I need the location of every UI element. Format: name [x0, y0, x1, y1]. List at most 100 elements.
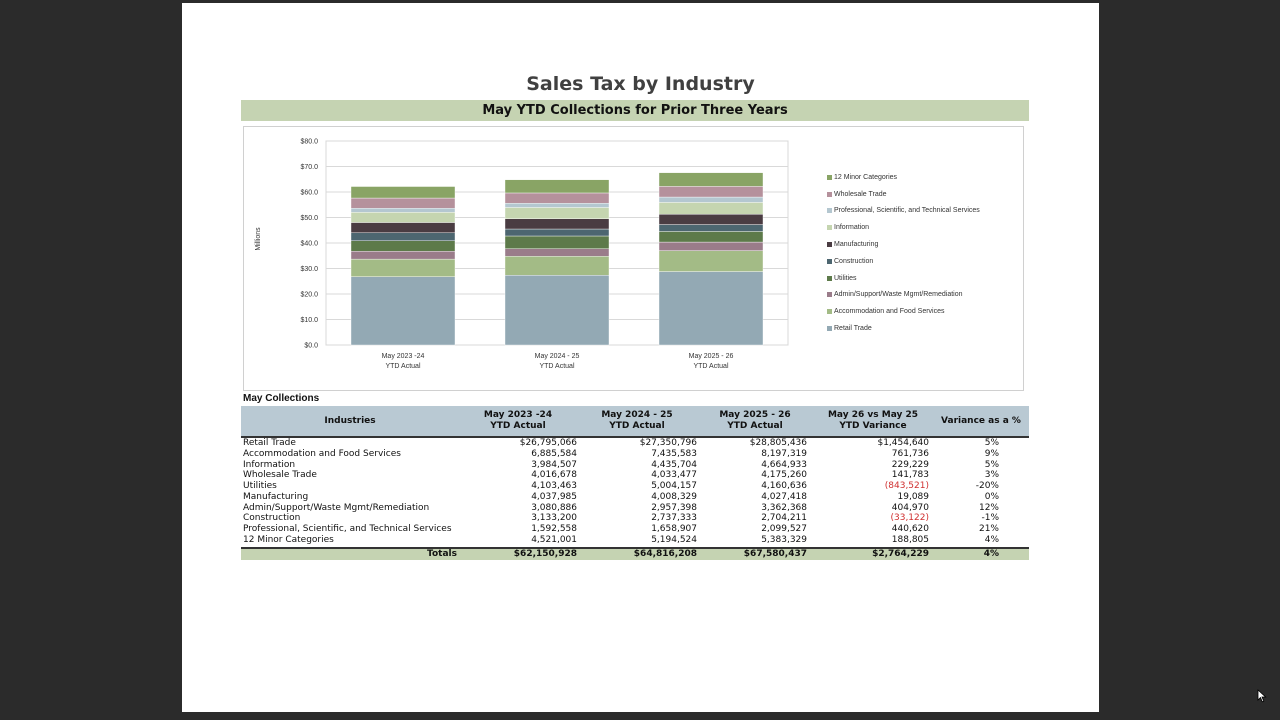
bar-segment — [350, 208, 456, 213]
row-v1: 6,885,584 — [531, 448, 577, 459]
row-pct: -1% — [981, 513, 999, 524]
totals-v3: $67,580,437 — [743, 549, 807, 559]
legend-label: Professional, Scientific, and Technical … — [834, 207, 980, 215]
bar-segment — [350, 232, 456, 241]
bar-segment — [658, 172, 764, 187]
row-industry: Utilities — [243, 481, 277, 491]
bar-segment — [504, 248, 610, 257]
row-v1: 4,521,001 — [531, 534, 577, 545]
row-variance: 229,229 — [891, 459, 929, 470]
row-industry: Admin/Support/Waste Mgmt/Remediation — [243, 502, 430, 513]
row-v2: 2,957,398 — [651, 502, 697, 513]
legend-item: Professional, Scientific, and Technical … — [827, 203, 980, 220]
legend-label: Admin/Support/Waste Mgmt/Remediation — [834, 291, 963, 299]
header-col5: Variance as a % — [941, 415, 1021, 426]
legend-item: Utilities — [827, 270, 980, 287]
row-pct: 5% — [984, 438, 999, 448]
row-v3: 8,197,319 — [761, 448, 807, 459]
bar-segment — [658, 196, 764, 203]
y-axis-label: Millions — [255, 227, 262, 251]
legend-item: Retail Trade — [827, 320, 980, 337]
row-variance: 188,805 — [891, 534, 929, 545]
row-v2: 4,435,704 — [651, 459, 697, 470]
chart-subtitle-banner: May YTD Collections for Prior Three Year… — [241, 100, 1029, 121]
row-pct: -20% — [975, 481, 999, 491]
table-row: Construction 3,133,200 2,737,333 2,704,211 (… — [241, 513, 1029, 524]
row-v1: 3,080,886 — [531, 502, 577, 513]
row-variance: $1,454,640 — [877, 438, 929, 448]
row-variance: 141,783 — [891, 470, 929, 481]
row-v1: 4,103,463 — [531, 481, 577, 491]
header-col3: May 2025 - 26 YTD Actual — [697, 406, 813, 436]
row-v2: 1,658,907 — [651, 524, 697, 534]
header-col1-line1: May 2023 -24 — [483, 410, 553, 420]
y-tick-label: $40.0 — [300, 241, 318, 248]
totals-pct: 4% — [983, 549, 999, 559]
row-v3: 2,099,527 — [761, 524, 807, 534]
bar-segment — [504, 256, 610, 276]
table-section-label: May Collections — [243, 393, 320, 404]
bar-segment — [504, 203, 610, 208]
bar-segment — [504, 218, 610, 230]
table-row: 12 Minor Categories 4,521,001 5,194,524 5,3… — [241, 535, 1029, 546]
row-v1: $26,795,066 — [519, 438, 577, 448]
legend-item: Construction — [827, 253, 980, 270]
legend-label: 12 Minor Categories — [834, 173, 898, 181]
legend-swatch — [827, 309, 832, 315]
bar-segment — [504, 192, 610, 204]
legend-label: Manufacturing — [834, 241, 879, 249]
bar-segment — [350, 276, 456, 346]
row-variance: 761,736 — [891, 448, 929, 459]
y-tick-label: $0.0 — [304, 343, 318, 350]
row-v2: 5,194,524 — [651, 534, 697, 545]
bar-segment — [350, 240, 456, 252]
bar-segment — [504, 235, 610, 249]
row-v1: 3,133,200 — [531, 513, 577, 524]
y-tick-label: $20.0 — [300, 292, 318, 299]
bar-segment — [350, 197, 456, 209]
legend-swatch — [827, 275, 832, 281]
row-variance: (33,122) — [890, 513, 929, 524]
header-industries: Industries — [324, 415, 376, 426]
legend-swatch — [827, 174, 832, 180]
row-industry: Wholesale Trade — [243, 470, 317, 481]
legend-label: Utilities — [834, 274, 857, 282]
row-industry: Construction — [243, 513, 301, 524]
row-v3: 4,175,260 — [761, 470, 807, 481]
row-v3: 5,383,329 — [761, 534, 807, 545]
table-header: Industries May 2023 -24 YTD Actual May 20… — [241, 406, 1029, 438]
totals-v1: $62,150,928 — [513, 549, 577, 559]
y-tick-label: $30.0 — [300, 266, 318, 273]
x-tick-sublabel: YTD Actual — [539, 363, 574, 370]
row-variance: 19,089 — [897, 491, 930, 502]
header-col4: May 26 vs May 25 YTD Variance — [813, 406, 933, 436]
bar-segment — [658, 271, 764, 346]
y-tick-label: $60.0 — [300, 190, 318, 197]
legend-item: Information — [827, 219, 980, 236]
bar-segment — [504, 275, 610, 346]
table-row: Utilities 4,103,463 5,004,157 4,160,636 (843… — [241, 481, 1029, 492]
stacked-bar-chart: $0.0 $10.0 $20.0 $30.0 $40.0 $50.0 $60.0 $70.0 $… — [255, 139, 789, 370]
row-pct: 5% — [984, 459, 999, 470]
header-col4-line2: YTD Variance — [839, 421, 907, 431]
header-col1: May 2023 -24 YTD Actual — [459, 406, 577, 436]
y-tick-label: $50.0 — [300, 215, 318, 222]
legend-item: Wholesale Trade — [827, 186, 980, 203]
row-pct: 12% — [978, 502, 999, 513]
legend-swatch — [827, 326, 832, 332]
legend-label: Wholesale Trade — [834, 190, 887, 198]
row-v3: 4,160,636 — [761, 481, 807, 491]
table-row: Manufacturing 4,037,985 4,008,329 4,027,418… — [241, 492, 1029, 503]
legend-swatch — [827, 191, 832, 197]
row-pct: 9% — [984, 448, 999, 459]
bar-segment — [658, 202, 764, 215]
totals-variance: $2,764,229 — [872, 549, 929, 559]
bar-segment — [658, 224, 764, 232]
bar-segment — [350, 212, 456, 223]
legend-item: Manufacturing — [827, 236, 980, 253]
header-col1-line2: YTD Actual — [490, 421, 546, 431]
legend-label: Accommodation and Food Services — [834, 308, 945, 316]
table-row: Professional, Scientific, and Technical … — [241, 524, 1029, 535]
legend-label: Construction — [834, 257, 874, 265]
row-v2: 7,435,583 — [651, 448, 697, 459]
